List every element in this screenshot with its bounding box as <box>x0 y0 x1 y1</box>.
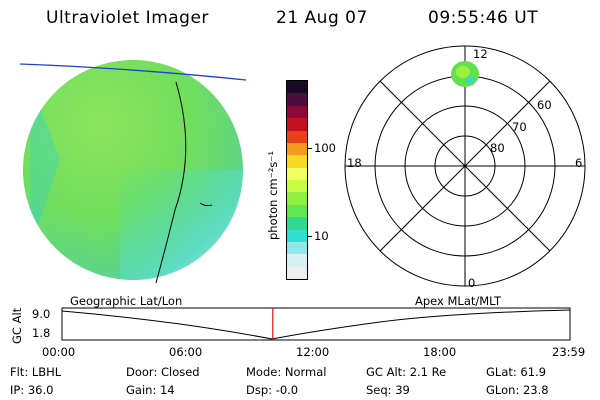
timeline-x-2359: 23:59 <box>552 345 586 359</box>
observation-time: 09:55:46 UT <box>428 8 539 28</box>
polar-label-0: 0 <box>468 276 476 290</box>
colorbar-band <box>287 118 307 131</box>
altitude-curve <box>61 309 571 340</box>
polar-label-12: 12 <box>473 47 488 61</box>
instrument-title: Ultraviolet Imager <box>46 8 209 28</box>
timeline-frame <box>61 307 571 341</box>
colorbar-band <box>287 180 307 193</box>
colorbar-tick-mark-100 <box>307 148 312 149</box>
timeline-right-caption: Apex MLat/MLT <box>415 294 502 308</box>
colorbar-band <box>287 266 307 279</box>
status-glon: GLon: 23.8 <box>486 383 549 397</box>
colorbar-band <box>287 93 307 106</box>
polar-label-80: 80 <box>490 141 505 155</box>
polar-label-60: 60 <box>537 98 552 112</box>
colorbar-tick-mark-10 <box>307 236 312 237</box>
timeline-x-1200: 12:00 <box>296 345 330 359</box>
status-glat: GLat: 61.9 <box>486 365 547 379</box>
polar-label-70: 70 <box>512 120 527 134</box>
polar-label-6: 6 <box>575 156 583 170</box>
colorbar-tick-10: 10 <box>314 229 329 243</box>
color-scale-bar <box>286 80 308 280</box>
coastline-mark <box>199 202 213 207</box>
colorbar-tick-100: 100 <box>314 141 336 155</box>
timeline-x-1800: 18:00 <box>423 345 457 359</box>
status-door: Door: Closed <box>126 365 200 379</box>
status-gc-alt: GC Alt: 2.1 Re <box>366 365 447 379</box>
polar-label-18: 18 <box>347 156 362 170</box>
status-seq: Seq: 39 <box>366 383 410 397</box>
status-ip: IP: 36.0 <box>10 383 54 397</box>
colorbar-band <box>287 81 307 94</box>
status-dsp: Dsp: -0.0 <box>246 383 299 397</box>
colorbar-band <box>287 130 307 143</box>
colorbar-band <box>287 167 307 180</box>
colorbar-band <box>287 105 307 119</box>
colorbar-band <box>287 229 307 242</box>
status-mode: Mode: Normal <box>246 365 327 379</box>
timeline-y-min: 1.8 <box>32 326 51 340</box>
timeline-x-0000: 00:00 <box>42 345 76 359</box>
colorbar-band <box>287 204 307 218</box>
colorbar-band <box>287 241 307 255</box>
observation-date: 21 Aug 07 <box>276 8 368 28</box>
colorbar-band <box>287 217 307 230</box>
horizon-line <box>19 63 247 81</box>
colorbar-band <box>287 155 307 168</box>
timeline-left-caption: Geographic Lat/Lon <box>70 294 183 308</box>
auroral-blob <box>451 61 479 87</box>
timeline-y-max: 9.0 <box>32 307 51 321</box>
colorbar-band <box>287 142 307 156</box>
status-filter: Flt: LBHL <box>10 365 62 379</box>
status-gain: Gain: 14 <box>126 383 175 397</box>
timeline-x-0600: 06:00 <box>169 345 203 359</box>
colorbar-band <box>287 254 307 267</box>
colorbar-band <box>287 192 307 205</box>
terminator-line <box>155 81 187 284</box>
polar-diagonal-2 <box>379 80 551 252</box>
